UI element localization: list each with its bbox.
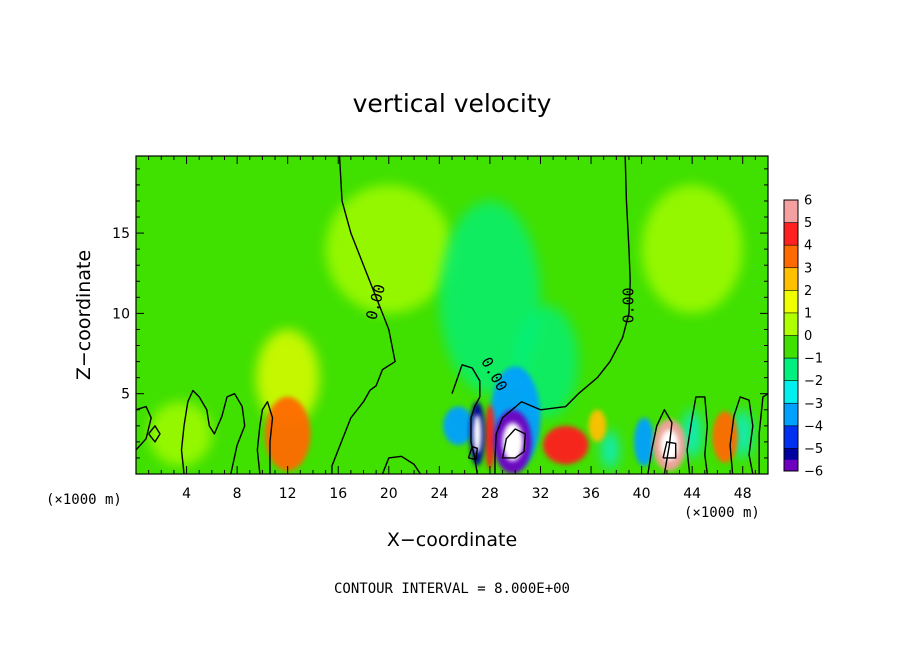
zero-contour-line [256,401,274,474]
velocity-core [502,422,524,462]
velocity-cell [256,329,320,426]
contour-value-label: 0.00 [619,287,637,323]
x-tick-label: 36 [582,486,600,502]
x-tick-label: 48 [734,486,752,502]
velocity-cell [264,396,311,471]
zero-contour-line [729,396,754,474]
colorbar-label: −3 [804,397,823,412]
y-axis-label: Z−coordinate [73,250,95,380]
zero-contour-line [451,364,481,474]
velocity-cell [634,417,655,466]
colorbar-label: −2 [804,374,823,389]
zero-contour-line [381,455,421,474]
velocity-cell [543,425,589,465]
x-tick-label: 44 [683,486,701,502]
velocity-cell [712,411,738,463]
x-tick-label: 32 [532,486,550,502]
zero-contour-line [136,405,152,451]
x-tick-label: 16 [329,486,347,502]
colorbar-swatch [784,335,798,359]
colorbar-swatch [784,358,798,382]
colorbar-label: −5 [804,442,823,457]
x-tick-label: 40 [633,486,651,502]
x-tick-label: 20 [380,486,398,502]
x-tick-label: 28 [481,486,499,502]
colorbar-swatch [784,222,798,246]
zero-contour-line [662,441,677,459]
chart-title: vertical velocity [353,89,552,118]
zero-contour-line [686,396,709,474]
zero-contour-line [331,156,396,474]
velocity-field [148,184,753,474]
colorbar-label: 6 [804,194,812,209]
zero-contour-line [647,409,673,474]
zero-contour-line [758,393,768,474]
velocity-cell [325,184,452,314]
colorbar-label: −4 [804,419,823,434]
colorbar: 6 5 4 3 2 1 0 −1 −2 −3 −4 −5 −6 [783,194,823,480]
x-axis-ticks: 4 8 12 16 20 24 28 32 36 40 44 48 [148,156,756,502]
x-axis-label: X−coordinate [387,529,517,551]
x-unit-right: (×1000 m) [684,505,760,521]
zero-contours [136,156,768,474]
velocity-cell [732,409,753,458]
plot-area: 0.00 0.000.00 [135,155,769,475]
colorbar-swatch [784,245,798,269]
zero-contour-line [494,156,631,474]
velocity-cell [439,200,541,394]
velocity-cell [601,430,619,470]
colorbar-swatch [784,403,798,427]
x-tick-label: 8 [233,486,242,502]
velocity-cell [484,404,495,470]
colorbar-label: 1 [804,306,812,321]
colorbar-bottom-swatch [784,459,798,471]
colorbar-swatch [784,425,798,449]
zero-contour-line [467,445,478,461]
colorbar-swatch [784,267,798,291]
y-tick-label: 10 [112,306,130,322]
colorbar-swatch [784,380,798,404]
y-axis-ticks: 5 10 15 [112,168,768,459]
colorbar-swatch [784,312,798,336]
colorbar-label: 4 [804,239,812,254]
zero-contour-line [148,425,161,443]
zero-contour-line [501,428,527,459]
colorbar-label: −1 [804,352,823,367]
colorbar-label: −6 [804,465,823,480]
velocity-cell [443,406,474,446]
velocity-cell [641,184,743,314]
colorbar-label: 5 [804,216,812,231]
x-tick-label: 4 [182,486,191,502]
colorbar-label: 2 [804,284,812,299]
x-tick-label: 24 [430,486,448,502]
colorbar-label: 3 [804,261,812,276]
y-tick-label: 15 [112,226,130,242]
contour-interval-note: CONTOUR INTERVAL = 8.000E+00 [334,581,570,597]
y-tick-label: 5 [121,387,130,403]
x-tick-label: 12 [279,486,297,502]
colorbar-swatch [784,290,798,314]
velocity-core [473,414,482,454]
colorbar-label: 0 [804,329,812,344]
velocity-cell [588,409,607,442]
velocity-cell [148,401,212,466]
zero-contour-line [180,389,246,474]
x-unit-left: (×1000 m) [46,492,122,508]
colorbar-swatch [784,200,798,224]
